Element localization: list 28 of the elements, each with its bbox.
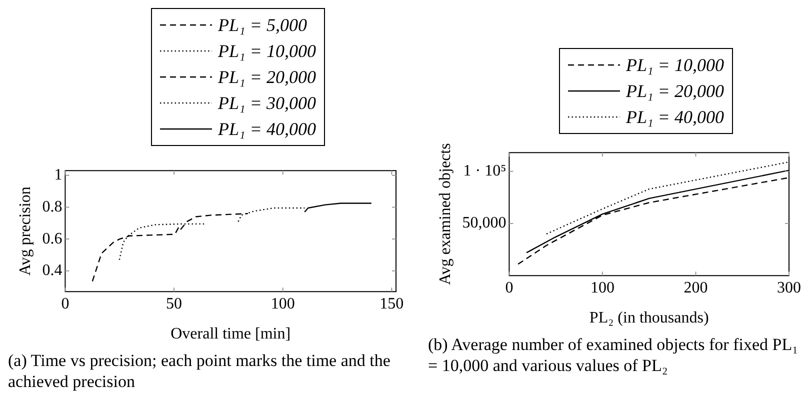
legend-label: PL₁ = 10,000: [626, 54, 724, 76]
y-tick-label: 50,000: [462, 214, 506, 232]
x-tick-label: 0: [505, 279, 514, 296]
y-axis-title: Avg precision: [16, 186, 34, 276]
x-tick-label: 0: [61, 295, 70, 312]
x-tick-label: 100: [590, 279, 614, 296]
y-tick-label: 1 · 10⁵: [463, 162, 506, 180]
legend-label: PL₁ = 5,000: [218, 14, 307, 36]
y-tick-label: 0.4: [42, 262, 62, 280]
legend-label: PL₁ = 40,000: [218, 118, 316, 140]
x-tick-label: 100: [270, 295, 295, 312]
text: (a) Time vs precision; each point marks the time and the achieved precision: [8, 350, 392, 392]
x-tick-label: 150: [380, 295, 404, 312]
legend-label: PL₁ = 30,000: [218, 92, 316, 114]
legend-label: PL₁ = 10,000: [218, 40, 316, 62]
legend-label: PL₁ = 20,000: [218, 66, 316, 88]
y-axis-title: Avg examined objects: [436, 143, 454, 286]
y-tick-label: 1: [54, 166, 62, 184]
x-tick-label: 50: [166, 295, 182, 312]
legend-label: PL₁ = 40,000: [626, 106, 724, 128]
y-tick-label: 0.8: [42, 198, 62, 216]
text: (b) Average number of examined objects for fixed PL₁ = 10,000 and various values of PL₂: [428, 334, 800, 376]
legend-label: PL₁ = 20,000: [626, 80, 724, 102]
x-tick-label: 300: [777, 279, 801, 296]
y-tick-label: 0.6: [42, 230, 62, 248]
x-tick-label: 200: [684, 279, 708, 296]
x-axis-title: PL₂ (in thousands): [589, 310, 709, 327]
x-axis-title: Overall time [min]: [170, 326, 291, 343]
